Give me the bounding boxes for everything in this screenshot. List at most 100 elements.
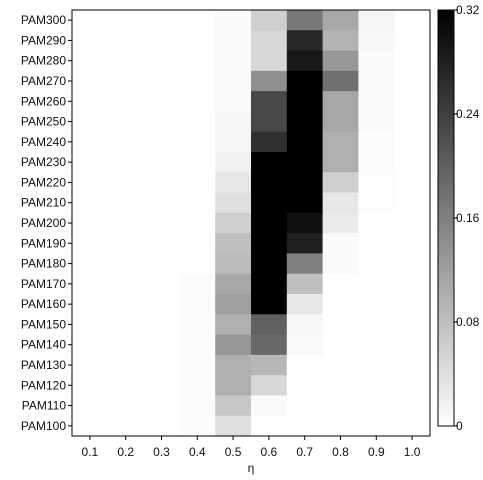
heatmap-cell: [107, 152, 145, 173]
heatmap-cell: [358, 152, 395, 173]
heatmap-cell: [179, 91, 216, 113]
heatmap-cell: [107, 415, 145, 437]
heatmap-cell: [286, 10, 324, 31]
heatmap-cell: [215, 111, 252, 133]
heatmap-cell: [286, 50, 324, 72]
heatmap-cell: [251, 192, 288, 214]
heatmap-cell: [72, 253, 109, 275]
heatmap-cell: [358, 375, 395, 397]
heatmap-cell: [394, 111, 431, 133]
heatmap-cell: [215, 233, 252, 255]
heatmap-cell: [358, 354, 395, 376]
heatmap-cell: [358, 415, 395, 437]
heatmap-cell: [358, 91, 395, 113]
x-tick-label: 0.9: [368, 445, 385, 459]
heatmap-cell: [286, 131, 324, 153]
heatmap-cell: [251, 172, 288, 194]
heatmap-cell: [286, 375, 324, 397]
heatmap-cell: [143, 253, 180, 275]
heatmap-cell: [72, 314, 109, 336]
heatmap-cell: [251, 334, 288, 356]
heatmap-cell: [322, 10, 359, 31]
heatmap-cell: [143, 30, 180, 52]
heatmap-cell: [72, 294, 109, 315]
heatmap-cell: [358, 10, 395, 31]
heatmap-cell: [394, 152, 431, 173]
y-tick-label: PAM280: [21, 54, 66, 68]
heatmap-cell: [107, 212, 145, 234]
heatmap-cell: [72, 192, 109, 214]
x-tick-label: 0.2: [117, 445, 134, 459]
heatmap-cell: [143, 70, 180, 92]
heatmap-cell: [179, 395, 216, 417]
heatmap-cell: [394, 70, 431, 92]
heatmap-cell: [286, 91, 324, 113]
heatmap-cell: [251, 375, 288, 397]
heatmap-cell: [286, 192, 324, 214]
heatmap-cell: [394, 294, 431, 315]
heatmap-cell: [215, 91, 252, 113]
heatmap-cell: [179, 212, 216, 234]
heatmap-cell: [72, 415, 109, 437]
heatmap-cell: [72, 375, 109, 397]
heatmap-cell: [215, 314, 252, 336]
heatmap-cell: [251, 212, 288, 234]
heatmap-cell: [107, 70, 145, 92]
heatmap-cell: [286, 233, 324, 255]
heatmap-cell: [143, 314, 180, 336]
heatmap-cell: [215, 375, 252, 397]
heatmap-cell: [322, 131, 359, 153]
heatmap-cell: [251, 273, 288, 295]
heatmap-cell: [251, 233, 288, 255]
heatmap-cell: [322, 334, 359, 356]
heatmap-cell: [72, 395, 109, 417]
heatmap-cell: [286, 273, 324, 295]
heatmap-cell: [358, 294, 395, 315]
heatmap-cell: [394, 314, 431, 336]
y-tick-label: PAM250: [21, 115, 66, 129]
heatmap-cell: [143, 294, 180, 315]
heatmap-cell: [286, 30, 324, 52]
heatmap-cell: [322, 253, 359, 275]
y-tick-label: PAM130: [21, 358, 66, 372]
heatmap-cell: [107, 294, 145, 315]
heatmap-cell: [286, 152, 324, 173]
heatmap-cell: [251, 395, 288, 417]
heatmap-cell: [107, 334, 145, 356]
heatmap-cell: [143, 354, 180, 376]
heatmap-cell: [143, 395, 180, 417]
heatmap-cell: [394, 10, 431, 31]
x-tick-label: 0.8: [332, 445, 349, 459]
y-tick-label: PAM170: [21, 277, 66, 291]
heatmap-cell: [107, 131, 145, 153]
heatmap-cell: [143, 111, 180, 133]
heatmap-cell: [251, 314, 288, 336]
heatmap-cell: [322, 172, 359, 194]
heatmap-cell: [322, 111, 359, 133]
heatmap-cell: [358, 111, 395, 133]
heatmap-cell: [394, 375, 431, 397]
heatmap-cell: [358, 192, 395, 214]
heatmap-cell: [358, 172, 395, 194]
heatmap-cell: [72, 152, 109, 173]
heatmap-cell: [322, 415, 359, 437]
heatmap-cell: [72, 111, 109, 133]
heatmap-cell: [286, 415, 324, 437]
heatmap-cell: [107, 375, 145, 397]
heatmap-cell: [179, 354, 216, 376]
heatmap-cell: [286, 354, 324, 376]
heatmap-cell: [394, 172, 431, 194]
heatmap-cell: [286, 395, 324, 417]
heatmap-cell: [394, 91, 431, 113]
heatmap-cell: [107, 172, 145, 194]
heatmap-cell: [251, 10, 288, 31]
y-tick-label: PAM150: [21, 317, 66, 331]
y-tick-label: PAM270: [21, 74, 66, 88]
heatmap-cell: [215, 212, 252, 234]
heatmap-cell: [107, 30, 145, 52]
heatmap-cell: [215, 395, 252, 417]
heatmap-cell: [107, 50, 145, 72]
heatmap-cell: [322, 273, 359, 295]
heatmap-cell: [72, 172, 109, 194]
heatmap-cell: [251, 152, 288, 173]
